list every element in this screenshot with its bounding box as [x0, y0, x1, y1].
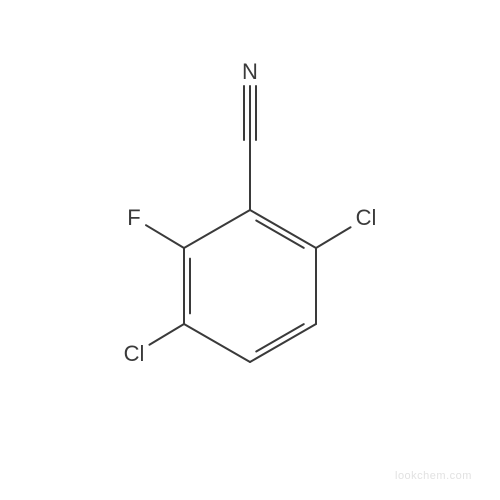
atom-label-cl1: Cl: [356, 205, 377, 231]
watermark: lookchem.com: [395, 470, 472, 482]
atom-label-f: F: [127, 205, 140, 231]
atom-label-cl2: Cl: [124, 341, 145, 367]
molecule-canvas: N F Cl Cl lookchem.com: [0, 0, 500, 500]
atom-label-n: N: [242, 59, 258, 85]
